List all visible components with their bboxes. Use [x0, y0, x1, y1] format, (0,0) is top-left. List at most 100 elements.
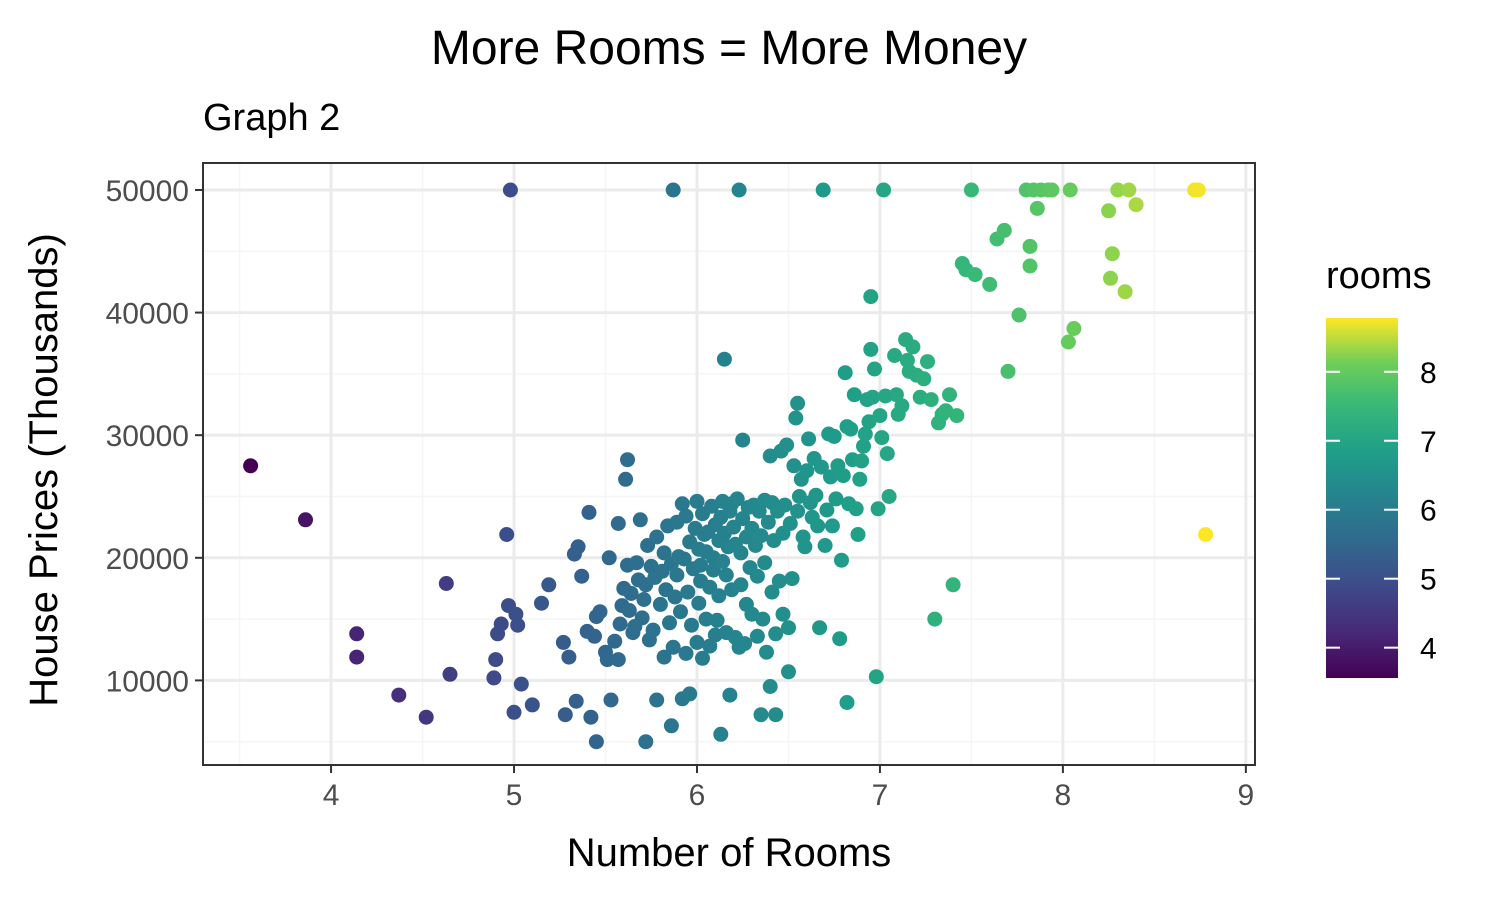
- data-point: [828, 491, 844, 507]
- data-point: [715, 554, 731, 569]
- data-point: [669, 567, 685, 583]
- data-point: [861, 414, 877, 430]
- data-point: [638, 734, 654, 750]
- data-point: [834, 552, 849, 568]
- data-point: [599, 652, 615, 668]
- data-point: [843, 421, 859, 437]
- data-point: [561, 649, 577, 665]
- data-point: [649, 692, 665, 708]
- data-point: [716, 351, 732, 367]
- data-point: [779, 437, 795, 453]
- data-point: [920, 354, 935, 370]
- data-point: [709, 612, 725, 628]
- data-point: [524, 697, 540, 713]
- data-point: [813, 459, 829, 475]
- grid-lines: [203, 163, 1255, 765]
- data-point: [603, 692, 619, 708]
- data-point: [812, 620, 828, 636]
- data-point: [682, 686, 698, 702]
- data-point: [872, 408, 888, 424]
- data-point: [689, 634, 705, 650]
- data-point: [506, 704, 522, 720]
- data-point: [837, 365, 853, 381]
- legend-tick-label: 6: [1420, 495, 1437, 528]
- data-point: [557, 707, 573, 723]
- data-point: [764, 584, 780, 600]
- data-point: [755, 611, 771, 627]
- data-point: [865, 389, 881, 405]
- data-point: [1121, 182, 1137, 198]
- data-point: [656, 649, 672, 665]
- x-tick-label: 5: [506, 779, 523, 812]
- legend-tick-label: 5: [1420, 564, 1437, 597]
- data-point: [391, 687, 407, 703]
- chart-subtitle: Graph 2: [203, 97, 340, 139]
- x-tick-label: 7: [872, 779, 889, 812]
- data-point: [610, 516, 626, 531]
- data-point: [1022, 238, 1038, 254]
- data-point: [1117, 284, 1133, 300]
- data-point: [689, 493, 705, 509]
- data-point: [1000, 363, 1016, 379]
- data-point: [656, 545, 672, 561]
- data-point: [996, 222, 1012, 238]
- data-point: [916, 371, 932, 387]
- data-point: [877, 388, 893, 404]
- data-point: [733, 545, 749, 561]
- data-point: [817, 538, 833, 553]
- data-point: [349, 626, 365, 642]
- data-point: [963, 182, 979, 198]
- data-point: [513, 676, 529, 692]
- y-axis: 10000 20000 30000 40000 50000: [106, 175, 203, 698]
- data-point: [583, 709, 599, 725]
- data-point: [790, 503, 806, 519]
- data-point: [1103, 270, 1118, 286]
- data-point: [649, 529, 665, 545]
- data-point: [735, 432, 751, 448]
- data-point: [684, 617, 699, 633]
- legend-tick-label: 4: [1420, 633, 1437, 666]
- data-point: [713, 726, 729, 742]
- data-point: [1044, 182, 1060, 198]
- data-point: [876, 182, 892, 198]
- data-point: [887, 348, 903, 363]
- data-point: [801, 431, 817, 447]
- data-point: [442, 666, 458, 682]
- data-point: [632, 512, 648, 528]
- data-point: [967, 267, 983, 283]
- legend-title: rooms: [1326, 255, 1432, 297]
- y-tick-label: 30000: [106, 420, 189, 453]
- data-point: [623, 585, 639, 601]
- data-point: [1110, 182, 1126, 198]
- data-point: [771, 573, 787, 589]
- data-point: [760, 514, 776, 530]
- data-point: [612, 616, 628, 632]
- data-point: [1060, 334, 1076, 350]
- data-point: [868, 669, 884, 685]
- data-point: [784, 571, 800, 587]
- data-point: [863, 289, 879, 305]
- data-point: [243, 458, 259, 474]
- data-point: [555, 634, 571, 650]
- data-point: [923, 392, 939, 408]
- data-point: [781, 664, 796, 680]
- data-point: [753, 707, 769, 723]
- data-point: [791, 489, 807, 504]
- legend: rooms 4 5 6 7 8: [1326, 255, 1437, 678]
- legend-colorbar: [1326, 318, 1398, 678]
- data-point: [581, 504, 597, 520]
- data-point: [846, 387, 862, 403]
- x-axis-title: Number of Rooms: [567, 831, 892, 875]
- data-point: [541, 577, 557, 593]
- data-point: [749, 628, 765, 644]
- data-point: [810, 518, 826, 534]
- x-tick-label: 8: [1055, 779, 1072, 812]
- panel-border: [202, 162, 1256, 766]
- data-point: [852, 471, 868, 487]
- data-point: [874, 430, 890, 446]
- data-point: [1022, 258, 1038, 274]
- data-point: [636, 592, 652, 607]
- data-point: [662, 615, 677, 631]
- data-point: [574, 568, 590, 584]
- data-point: [729, 491, 745, 507]
